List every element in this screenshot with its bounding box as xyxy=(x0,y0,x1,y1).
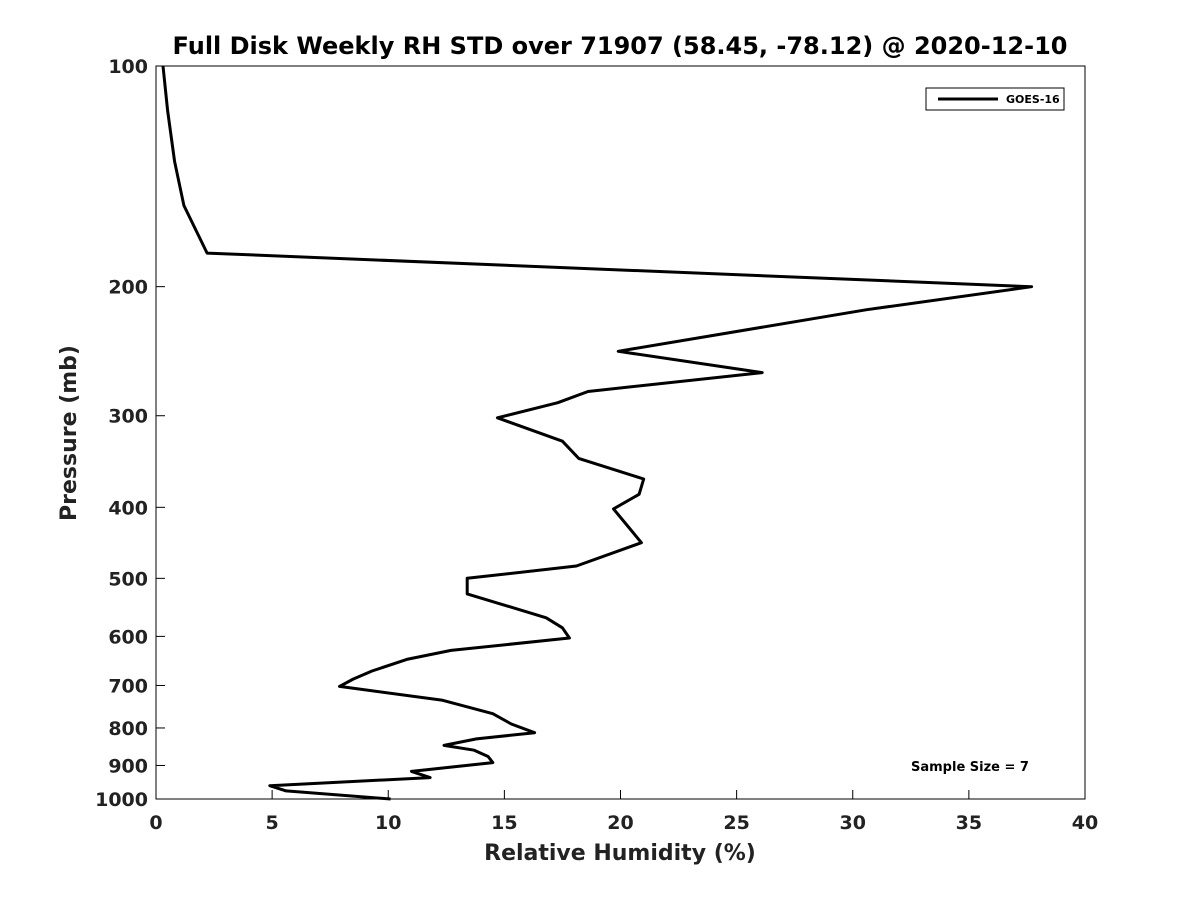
y-tick-label: 900 xyxy=(108,755,148,777)
y-tick-label: 500 xyxy=(108,568,148,590)
y-tick-label: 400 xyxy=(108,497,148,519)
y-tick-label: 600 xyxy=(108,626,148,648)
chart-title: Full Disk Weekly RH STD over 71907 (58.4… xyxy=(173,32,1068,60)
x-tick-label: 10 xyxy=(375,812,401,834)
x-tick-label: 25 xyxy=(723,812,749,834)
legend: GOES-16 xyxy=(925,87,1065,111)
x-tick-label: 0 xyxy=(149,812,162,834)
y-tick-label: 100 xyxy=(108,56,148,78)
plot-area xyxy=(155,65,1086,800)
x-tick-label: 15 xyxy=(491,812,517,834)
x-axis-ticks: 0 5 10 15 20 25 30 35 40 xyxy=(149,790,1098,834)
sample-size-annotation: Sample Size = 7 xyxy=(911,760,1029,775)
y-tick-label: 200 xyxy=(108,277,148,299)
x-tick-label: 30 xyxy=(840,812,866,834)
y-tick-label: 1000 xyxy=(95,789,148,811)
y-tick-label: 700 xyxy=(108,675,148,697)
series-line-goes16 xyxy=(161,65,1034,801)
y-tick-label: 300 xyxy=(108,406,148,428)
y-axis-ticks: 100 200 300 400 500 600 700 800 900 1000 xyxy=(95,56,165,811)
x-tick-label: 35 xyxy=(956,812,982,834)
x-tick-label: 20 xyxy=(607,812,633,834)
x-tick-label: 5 xyxy=(266,812,279,834)
x-tick-label: 40 xyxy=(1072,812,1098,834)
y-axis-label: Pressure (mb) xyxy=(57,345,82,521)
legend-label-goes16: GOES-16 xyxy=(1006,93,1060,106)
x-axis-label: Relative Humidity (%) xyxy=(484,841,756,866)
y-tick-label: 800 xyxy=(108,718,148,740)
